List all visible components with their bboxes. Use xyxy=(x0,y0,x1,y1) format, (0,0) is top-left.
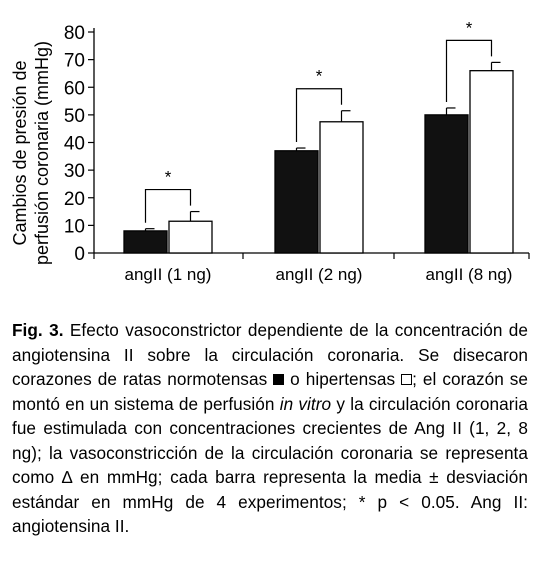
bar-normotensas xyxy=(274,150,319,254)
bar-normotensas xyxy=(123,230,168,254)
x-tick-label: angII (2 ng) xyxy=(276,265,363,284)
significance-marker: * xyxy=(466,18,473,37)
significance-marker: * xyxy=(165,168,172,187)
y-tick-label: 50 xyxy=(64,106,85,127)
significance-bracket xyxy=(144,188,192,223)
y-tick-label: 30 xyxy=(64,161,85,182)
caption-text-4: y la circulación coronaria fue estimulad… xyxy=(12,393,528,537)
filled-square-icon xyxy=(273,374,285,385)
y-tick-label: 80 xyxy=(64,23,85,44)
bar-normotensas xyxy=(424,114,469,254)
y-axis-label-line1: Cambios de presión de xyxy=(10,60,30,245)
bar-hipertensas xyxy=(319,121,364,254)
y-tick-label: 40 xyxy=(64,134,85,155)
chart-bars: * * * xyxy=(123,18,514,254)
significance-bracket xyxy=(295,88,343,143)
y-tick-label: 60 xyxy=(64,78,85,99)
x-tick-label: angII (8 ng) xyxy=(426,265,513,284)
figure-caption: Fig. 3. Efecto vasoconstrictor dependien… xyxy=(12,318,528,539)
bar-hipertensas xyxy=(469,70,514,254)
figure-label: Fig. 3. xyxy=(12,320,64,340)
caption-text-1: Efecto vasoconstrictor dependiente de la… xyxy=(12,320,528,389)
y-tick-label: 0 xyxy=(74,244,85,265)
y-axis-label: Cambios de presión de perfusión coronari… xyxy=(10,41,52,265)
x-tick-label: angII (1 ng) xyxy=(125,265,212,284)
y-tick-label: 70 xyxy=(64,51,85,72)
chart-ticks: 0 10 20 30 40 50 60 70 80 angII (1 ng) angII (2 ng… xyxy=(64,23,530,284)
bar-chart: * * * 0 10 20 30 40 50 60 70 80 angII (1 ng) angII (… xyxy=(64,18,530,284)
significance-marker: * xyxy=(316,67,323,86)
bar-hipertensas xyxy=(168,220,213,254)
caption-text-3: ; el corazón se montó en un sistema de p… xyxy=(12,369,529,414)
significance-bracket xyxy=(445,39,493,102)
y-tick-label: 20 xyxy=(64,189,85,210)
y-tick-label: 10 xyxy=(64,216,85,237)
open-square-icon xyxy=(401,374,413,385)
y-axis-label-line2: perfusión coronaria (mmHg) xyxy=(32,41,52,265)
caption-text-2: o hipertensas xyxy=(290,369,396,389)
caption-italic: in vitro xyxy=(279,393,332,414)
